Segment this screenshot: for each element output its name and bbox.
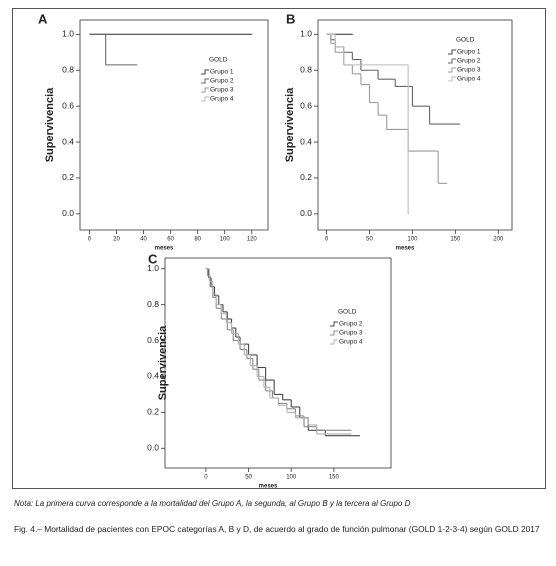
- legend-title: GOLD: [338, 309, 357, 316]
- legend-swatch: [201, 87, 209, 93]
- y-tick-label: 0.2: [62, 172, 74, 182]
- figure-border: [12, 8, 546, 489]
- legend-swatch: [448, 58, 456, 64]
- x-axis-label: meses: [155, 246, 174, 252]
- y-tick-label: 0.0: [62, 208, 74, 218]
- y-tick-label: 0.8: [147, 299, 159, 309]
- panel-label: C: [148, 251, 158, 266]
- x-axis-label: meses: [396, 246, 415, 252]
- x-tick-label: 120: [247, 237, 258, 243]
- x-tick-label: 50: [245, 475, 252, 481]
- legend-swatch: [330, 321, 338, 327]
- y-axis-label: Supervivencia: [284, 87, 296, 162]
- panel-label: B: [286, 11, 295, 26]
- x-axis-label: meses: [259, 484, 278, 490]
- legend-title: GOLD: [209, 57, 228, 64]
- x-tick-label: 200: [493, 237, 504, 243]
- x-tick-label: 100: [220, 237, 231, 243]
- y-tick-label: 0.8: [62, 65, 74, 75]
- legend-label: Grupo 4: [210, 96, 234, 103]
- legend-label: Grupo 2: [339, 321, 363, 328]
- x-tick-label: 0: [325, 237, 329, 243]
- figure: A 0.0 0.2 0.4 0.6 0.8 1.0 0 20 40 60 80 100 120 Superv…: [12, 8, 546, 490]
- legend-swatch: [448, 49, 456, 55]
- x-tick-label: 20: [113, 237, 120, 243]
- x-tick-label: 0: [88, 237, 92, 243]
- y-tick-label: 0.0: [147, 443, 159, 453]
- y-tick-label: 0.6: [62, 100, 74, 110]
- plot-frame: [164, 257, 392, 469]
- y-tick-label: 0.4: [300, 136, 312, 146]
- x-tick-label: 100: [286, 475, 297, 481]
- legend-label: Grupo 3: [339, 330, 363, 337]
- x-tick-label: 40: [140, 237, 147, 243]
- y-tick-label: 1.0: [62, 29, 74, 39]
- caption: Fig. 4.– Mortalidad de pacientes con EPO…: [14, 524, 540, 534]
- y-tick-label: 1.0: [147, 263, 159, 273]
- legend-label: Grupo 2: [457, 58, 481, 65]
- x-tick-label: 150: [329, 475, 340, 481]
- legend-label: Grupo 3: [210, 87, 234, 94]
- legend-swatch: [448, 76, 456, 82]
- legend-swatch: [330, 339, 338, 345]
- legend-swatch: [448, 67, 456, 73]
- x-tick-label: 80: [194, 237, 201, 243]
- x-tick-label: 0: [204, 475, 208, 481]
- legend-label: Grupo 4: [457, 76, 481, 83]
- x-tick-label: 60: [167, 237, 174, 243]
- y-tick-label: 0.4: [147, 371, 159, 381]
- y-tick-label: 0.8: [300, 65, 312, 75]
- x-tick-label: 150: [450, 237, 461, 243]
- legend-swatch: [201, 69, 209, 75]
- legend-label: Grupo 3: [457, 67, 481, 74]
- y-axis-label: Supervivencia: [157, 325, 169, 400]
- y-axis-label: Supervivencia: [44, 87, 56, 162]
- y-tick-label: 0.4: [62, 136, 74, 146]
- legend-label: Grupo 1: [210, 69, 234, 76]
- panel-label: A: [38, 11, 48, 26]
- y-tick-label: 0.2: [147, 407, 159, 417]
- legend-swatch: [330, 330, 338, 336]
- legend-label: Grupo 1: [457, 49, 481, 56]
- legend-swatch: [201, 78, 209, 84]
- note: Nota: La primera curva corresponde a la …: [14, 499, 411, 508]
- y-tick-label: 0.6: [300, 100, 312, 110]
- legend-label: Grupo 4: [339, 339, 363, 346]
- plot-frame: [79, 19, 269, 231]
- x-tick-label: 50: [366, 237, 373, 243]
- plot-frame: [317, 19, 513, 231]
- y-tick-label: 1.0: [300, 29, 312, 39]
- x-tick-label: 100: [407, 237, 418, 243]
- y-tick-label: 0.6: [147, 335, 159, 345]
- y-tick-label: 0.0: [300, 208, 312, 218]
- legend-label: Grupo 2: [210, 78, 234, 85]
- legend-swatch: [201, 96, 209, 102]
- legend-title: GOLD: [456, 37, 475, 44]
- y-tick-label: 0.2: [300, 172, 312, 182]
